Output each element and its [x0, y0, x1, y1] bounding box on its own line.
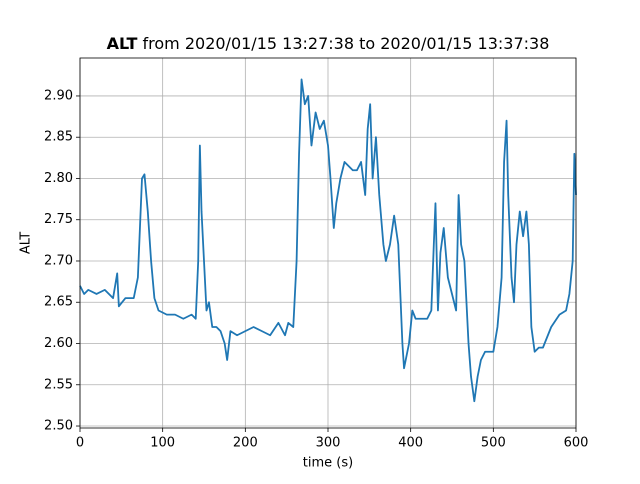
title-rest: from 2020/01/15 13:27:38 to 2020/01/15 1… — [143, 34, 550, 53]
chart-title: ALT from 2020/01/15 13:27:38 to 2020/01/… — [107, 34, 550, 53]
y-axis-label: ALT — [19, 232, 34, 254]
y-tick-label: 2.70 — [44, 253, 73, 268]
x-tick-label: 500 — [481, 436, 506, 451]
y-tick-label: 2.85 — [44, 130, 73, 145]
y-tick-label: 2.55 — [44, 377, 73, 392]
data-line — [79, 78, 577, 403]
y-tick-label: 2.75 — [44, 212, 73, 227]
x-tick-label: 100 — [150, 436, 175, 451]
x-tick-label: 200 — [233, 436, 258, 451]
y-tick-label: 2.60 — [44, 336, 73, 351]
x-tick-label: 0 — [76, 436, 84, 451]
y-tick-label: 2.50 — [44, 419, 73, 434]
x-tick-label: 600 — [564, 436, 589, 451]
y-tick-label: 2.80 — [44, 171, 73, 186]
x-tick-label: 400 — [398, 436, 423, 451]
plot-frame — [79, 57, 577, 429]
y-tick-label: 2.65 — [44, 295, 73, 310]
y-tick-label: 2.90 — [44, 88, 73, 103]
x-axis-label: time (s) — [303, 456, 353, 471]
x-tick-label: 300 — [316, 436, 341, 451]
title-bold: ALT — [107, 34, 138, 53]
